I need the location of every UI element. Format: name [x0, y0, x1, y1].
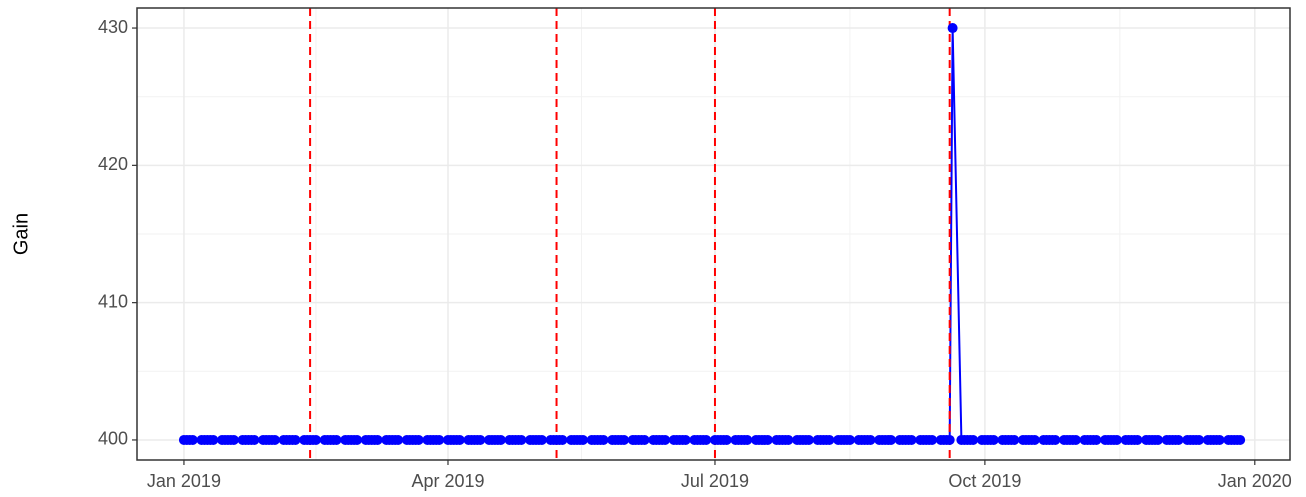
- data-point: [660, 434, 671, 445]
- data-point: [783, 434, 794, 445]
- x-tick-label: Jul 2019: [681, 471, 749, 491]
- data-point: [742, 434, 753, 445]
- data-point: [721, 434, 732, 445]
- data-point: [1132, 434, 1143, 445]
- data-point: [1070, 434, 1081, 445]
- data-point: [372, 434, 383, 445]
- data-point: [824, 434, 835, 445]
- data-point: [454, 434, 465, 445]
- x-tick-label: Jan 2020: [1218, 471, 1292, 491]
- data-point: [331, 434, 342, 445]
- data-point: [865, 434, 876, 445]
- data-point: [1111, 434, 1122, 445]
- data-point: [557, 434, 568, 445]
- data-point: [1173, 434, 1184, 445]
- data-point: [885, 434, 896, 445]
- data-point: [352, 434, 363, 445]
- data-point: [844, 434, 855, 445]
- data-point: [187, 434, 198, 445]
- y-tick-label: 410: [98, 291, 128, 311]
- x-tick-label: Jan 2019: [147, 471, 221, 491]
- data-point: [701, 434, 712, 445]
- data-point: [1050, 434, 1061, 445]
- x-tick-label: Oct 2019: [948, 471, 1021, 491]
- data-point: [1009, 434, 1020, 445]
- data-point: [598, 434, 609, 445]
- data-point: [577, 434, 588, 445]
- data-point: [1235, 434, 1246, 445]
- data-point: [228, 434, 239, 445]
- plot-border: [136, 7, 1291, 461]
- data-point: [495, 434, 506, 445]
- x-tick-label: Apr 2019: [411, 471, 484, 491]
- data-point: [249, 434, 260, 445]
- data-point: [269, 434, 280, 445]
- data-point: [968, 434, 979, 445]
- data-point: [290, 434, 301, 445]
- data-point: [1029, 434, 1040, 445]
- y-axis-label: Gain: [10, 213, 32, 255]
- y-tick-label: 420: [98, 154, 128, 174]
- y-tick-label: 400: [98, 429, 128, 449]
- data-point: [762, 434, 773, 445]
- data-point: [393, 434, 404, 445]
- data-point: [619, 434, 630, 445]
- data-point: [475, 434, 486, 445]
- data-point: [947, 23, 958, 34]
- data-point: [310, 434, 321, 445]
- data-point: [988, 434, 999, 445]
- data-point: [680, 434, 691, 445]
- data-point: [1194, 434, 1205, 445]
- data-point: [803, 434, 814, 445]
- data-point: [639, 434, 650, 445]
- y-tick-label: 430: [98, 17, 128, 37]
- data-point: [434, 434, 445, 445]
- data-point: [927, 434, 938, 445]
- data-point: [906, 434, 917, 445]
- data-point: [1091, 434, 1102, 445]
- data-point: [1214, 434, 1225, 445]
- data-point: [944, 434, 955, 445]
- data-point: [516, 434, 527, 445]
- data-point: [208, 434, 219, 445]
- data-point: [1152, 434, 1163, 445]
- data-point: [413, 434, 424, 445]
- data-point: [536, 434, 547, 445]
